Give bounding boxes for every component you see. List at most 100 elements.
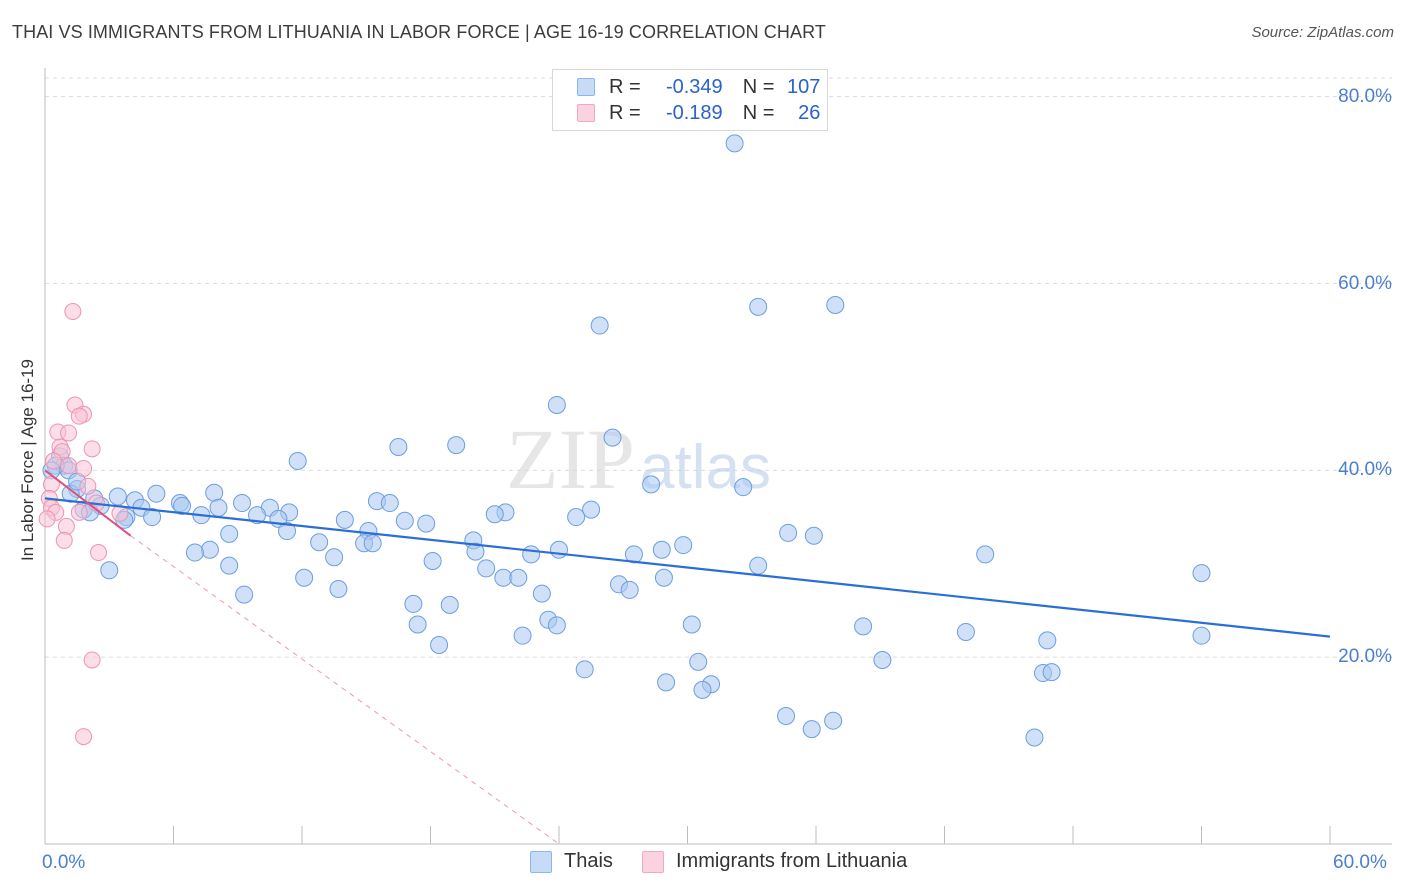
x-tick-label-min: 0.0% [42,852,86,873]
thais-point [976,545,995,564]
thais-points [42,134,1211,747]
watermark-zip: ZIP [506,411,635,507]
thais-point [682,615,701,634]
legend-n-label: N = [742,101,775,124]
thais-point [603,428,622,447]
bottom-legend-swatch-thais [530,850,552,873]
thais-point [466,542,485,561]
trend-lines [44,469,1331,845]
thais-point [408,615,427,634]
thais-point [1192,564,1211,583]
legend-n-value: 107 [787,75,821,98]
thais-point [652,540,671,559]
bottom-legend-swatch-lithuania [642,850,664,873]
thais-point [693,680,712,699]
thais-point [567,508,586,527]
thais-point [590,316,609,335]
thais-point [185,543,204,562]
legend-r-label: R = [609,75,641,98]
thais-point [447,436,466,455]
thais-point [335,510,354,529]
lithuania-point [79,477,97,495]
thais-point [802,720,821,739]
lithuania-point [64,303,82,321]
thais-point [485,505,504,524]
lithuania-point [70,407,88,425]
lithuania-point [75,728,93,746]
thais-point [395,511,414,530]
thais-point [956,622,975,641]
thais-point [325,548,344,567]
thais-point [642,475,661,494]
thais-point [532,584,551,603]
legend-r-value: -0.189 [665,101,723,124]
thais-point [513,626,532,645]
thais-point [547,395,566,414]
lithuania-point [111,504,129,522]
chart-source: Source: ZipAtlas.com [1251,24,1394,41]
thais-point [363,534,382,553]
legend-swatch-thais [577,78,595,96]
thais-point [278,522,297,541]
legend-row-thais: R = -0.349 N = 107 [577,75,820,99]
thais-point [654,568,673,587]
thais-point [777,707,796,726]
y-tick-label: 80.0% [1338,85,1392,107]
thais-point [509,568,528,587]
legend-swatch-lithuania [577,104,595,122]
legend-r-value: -0.349 [665,75,723,98]
correlation-legend: R = -0.349 N = 107 R = -0.189 N = 26 [552,69,828,131]
thais-point [295,568,314,587]
thais-point [1042,663,1061,682]
lithuania-trend-extension [130,535,560,845]
thais-trend-line [44,497,1331,638]
thais-point [657,673,676,692]
thais-point [380,494,399,513]
thais-point [749,297,768,316]
thais-point [854,617,873,636]
y-tick-label: 60.0% [1338,272,1392,294]
lithuania-point [70,503,88,521]
thais-point [108,487,127,506]
thais-point [547,616,566,635]
thais-point [734,478,753,497]
lithuania-point [83,651,101,669]
legend-row-lithuania: R = -0.189 N = 26 [577,101,820,125]
thais-point [440,595,459,614]
thais-point [749,556,768,575]
thais-point [1038,631,1057,650]
thais-point [624,545,643,564]
thais-point [248,506,267,525]
thais-point [430,636,449,655]
thais-point [1192,626,1211,645]
thais-point [143,508,162,527]
thais-point [689,652,708,671]
y-tick-label: 20.0% [1338,646,1392,668]
thais-point [477,559,496,578]
lithuania-point [55,531,73,549]
thais-point [389,437,408,456]
bottom-legend-label-lithuania: Immigrants from Lithuania [676,850,908,872]
thais-point [826,295,845,314]
lithuania-point [57,517,75,535]
thais-point [173,496,192,515]
thais-point [620,580,639,599]
thais-point [220,524,239,543]
thais-point [674,536,693,555]
lithuania-point [83,440,101,458]
lithuania-point [75,459,93,477]
thais-point [582,500,601,519]
thais-point [417,514,436,533]
thais-point [100,561,119,580]
watermark: ZIP atlas [506,411,771,507]
thais-point [147,484,166,503]
y-tick-label: 40.0% [1338,459,1392,481]
thais-point [1025,728,1044,747]
thais-point [824,711,843,730]
lithuania-point [45,452,63,470]
thais-point [550,540,568,559]
thais-point [873,650,892,669]
x-tick-label-max: 60.0% [1333,852,1387,873]
thais-point [404,594,423,613]
